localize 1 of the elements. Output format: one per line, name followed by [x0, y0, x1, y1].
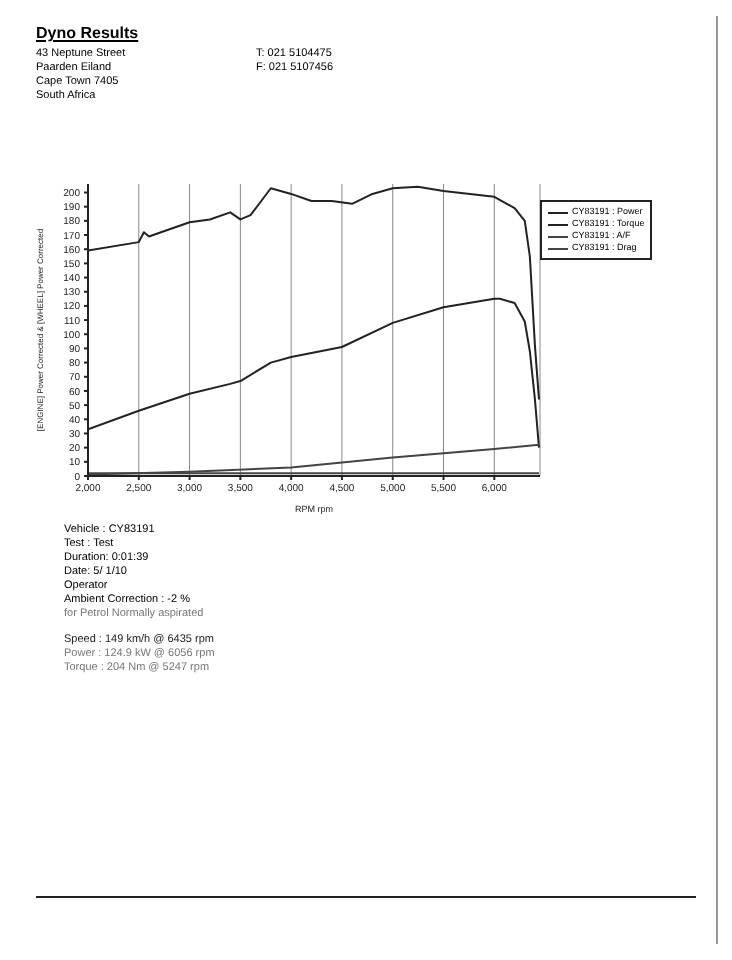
chart-title: Dyno Results: [36, 24, 139, 42]
